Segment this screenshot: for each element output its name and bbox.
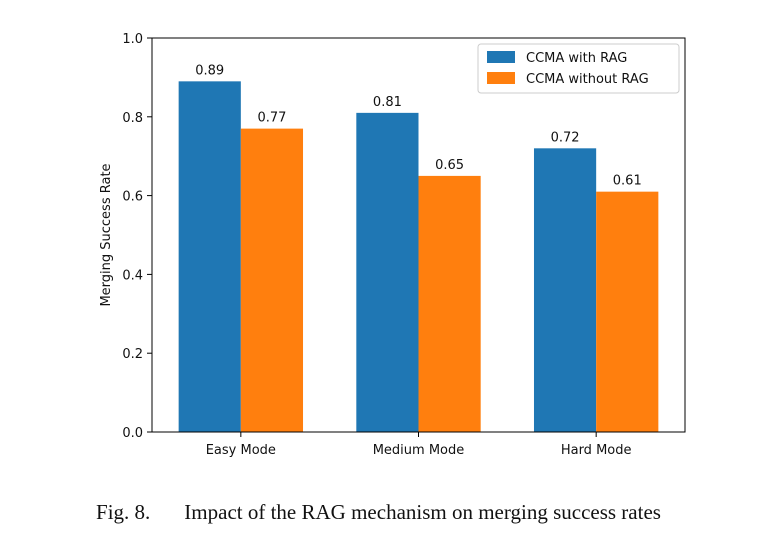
legend-entry: CCMA without RAG [526,72,649,87]
bars-layer [178,81,659,433]
bar-with-rag-medium-mode [356,112,419,433]
y-tick-label: 1.0 [122,32,143,47]
data-label: 0.61 [613,174,642,189]
y-tick-label: 0.0 [122,426,143,441]
legend-swatch [487,72,515,84]
y-tick-label: 0.2 [122,347,143,362]
x-tick-label: Easy Mode [206,443,276,458]
data-label: 0.89 [195,63,224,78]
data-label: 0.65 [435,158,464,173]
legend-swatch [487,51,515,63]
figure-caption: Fig. 8. Impact of the RAG mechanism on me… [0,500,757,525]
data-label: 0.81 [373,95,402,110]
data-labels-layer: 0.89 0.77 0.81 0.65 0.72 0.61 [195,63,641,188]
x-tick-label: Hard Mode [561,443,632,458]
data-label: 0.77 [257,111,286,126]
legend: CCMA with RAG CCMA without RAG [477,43,680,94]
bar-without-rag-hard-mode [596,191,659,432]
plot-frame [151,37,686,433]
bar-with-rag-easy-mode [178,81,241,432]
y-tick-label: 0.4 [122,268,143,283]
y-tick-label: 0.8 [122,111,143,126]
bar-without-rag-easy-mode [240,128,304,432]
bar-chart: 0.89 0.77 0.81 0.65 0.72 0.61 Easy Mode Medium… [99,32,686,458]
y-axis-label: Merging Success Rate [99,163,114,306]
bar-with-rag-hard-mode [533,148,597,432]
axes-layer: Easy Mode Medium Mode Hard Mode 0.0 0.2 0.4 0.… [122,32,686,458]
data-label: 0.72 [551,130,580,145]
x-tick-label: Medium Mode [373,443,465,458]
y-tick-label: 0.6 [122,190,143,205]
legend-box [477,43,680,94]
figure-number: Fig. 8. [96,500,151,524]
caption-text: Impact of the RAG mechanism on merging s… [184,500,661,524]
bar-without-rag-medium-mode [418,175,481,432]
legend-entry: CCMA with RAG [526,51,627,66]
